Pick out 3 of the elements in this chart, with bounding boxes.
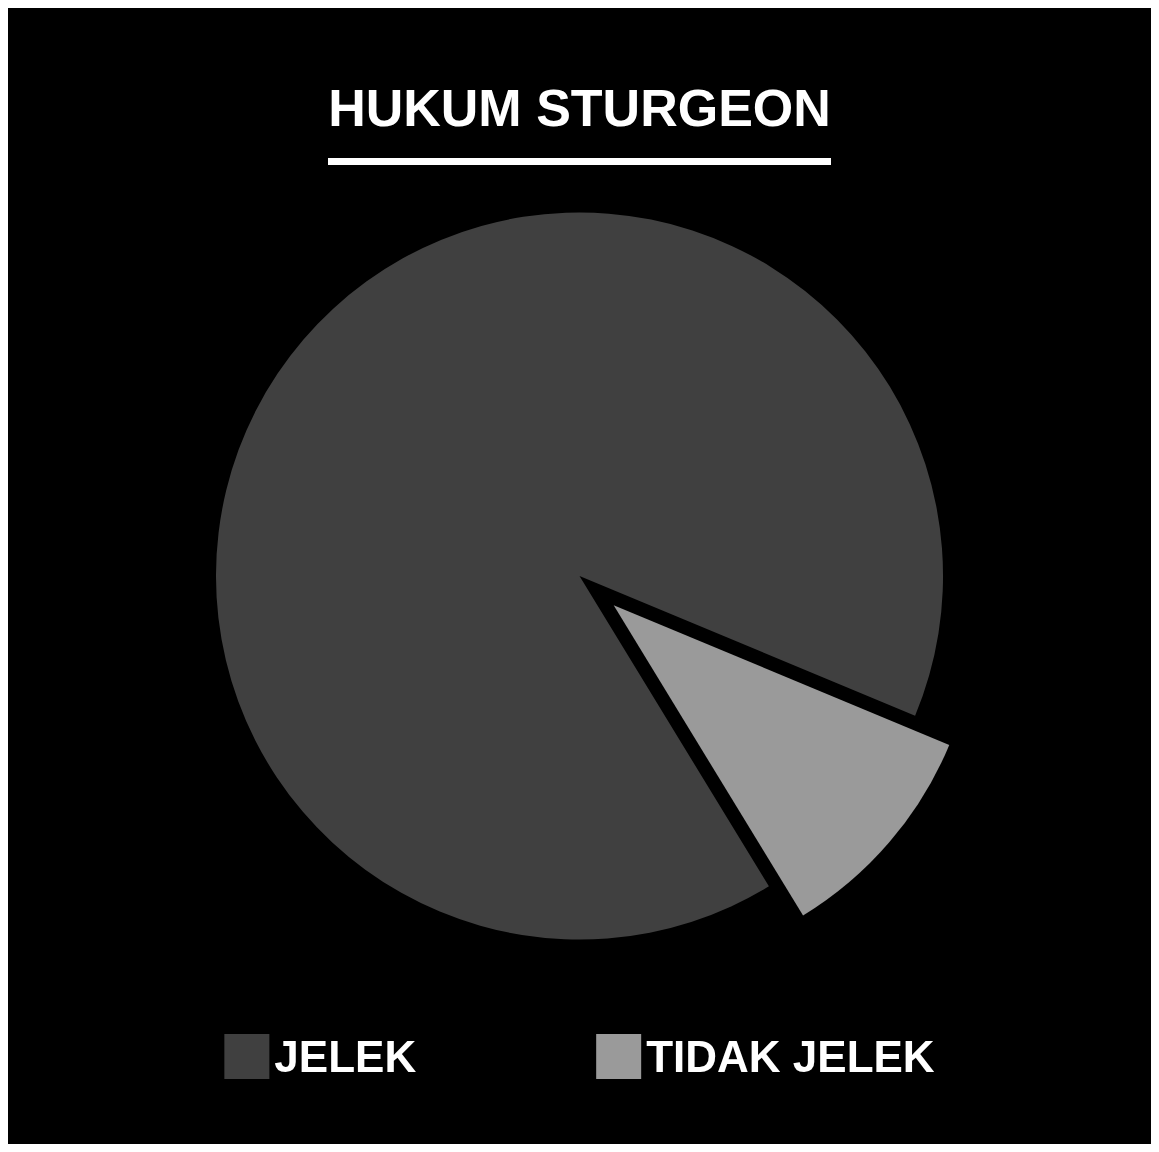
legend-label: JELEK bbox=[274, 1032, 417, 1081]
chart-title: HUKUM STURGEON bbox=[328, 78, 831, 165]
legend-label: TIDAK JELEK bbox=[646, 1032, 935, 1081]
